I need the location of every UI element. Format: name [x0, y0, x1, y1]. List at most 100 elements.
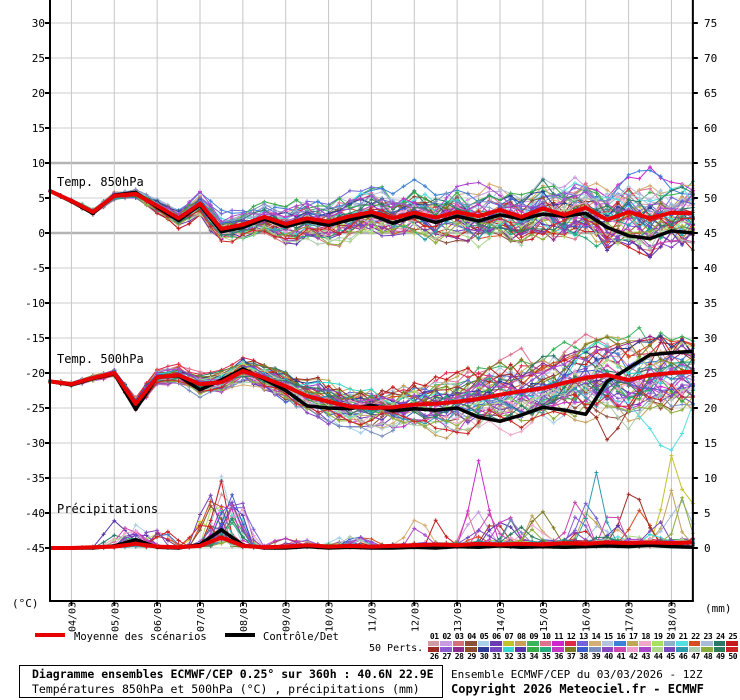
mean-line-850 — [49, 189, 693, 231]
pert-number: 22 — [691, 632, 700, 641]
pert-color-swatch — [676, 641, 688, 646]
pert-color-swatch — [465, 647, 477, 652]
pert-number: 44 — [653, 652, 663, 661]
ensemble-chart: 302520151050-5-10-15-20-25-30-35-40-4575… — [12, 0, 732, 632]
panel-label-500: Temp. 500hPa — [57, 352, 144, 366]
pert-color-swatch — [527, 647, 539, 652]
left-tick-label: -40 — [25, 507, 45, 520]
pert-number: 36 — [554, 652, 563, 661]
pert-color-swatch — [577, 647, 589, 652]
footer-run-block: Ensemble ECMWF/CEP du 03/03/2026 - 12Z C… — [451, 668, 704, 697]
pert-color-swatch — [688, 641, 701, 646]
mean-line-label: Moyenne des scénarios — [74, 631, 207, 643]
right-tick-label: 60 — [704, 122, 717, 135]
control-line-label: Contrôle/Det — [263, 631, 339, 643]
axes-and-ticks — [45, 0, 698, 606]
footer-run-info: Ensemble ECMWF/CEP du 03/03/2026 - 12Z — [451, 668, 703, 681]
pert-color-swatch — [713, 647, 726, 652]
pert-color-swatch — [477, 641, 490, 646]
pert-color-swatch — [539, 641, 552, 646]
pert-color-swatch — [664, 641, 676, 646]
pert-number: 01 — [429, 632, 439, 641]
pert-number: 47 — [691, 652, 700, 661]
pert-number: 38 — [579, 652, 588, 661]
pert-number: 04 — [467, 632, 476, 641]
pert-color-swatch — [639, 647, 651, 652]
pert-color-swatch — [651, 641, 663, 646]
pert-color-swatch — [452, 647, 465, 652]
pert-number: 32 — [504, 652, 514, 661]
left-tick-label: -20 — [25, 367, 45, 380]
pert-number: 10 — [541, 632, 551, 641]
pert-color-swatch — [589, 647, 601, 652]
right-tick-label: 65 — [704, 87, 717, 100]
pert-color-swatch — [726, 641, 738, 646]
vertical-gridlines — [70, 0, 672, 601]
pert-number: 29 — [467, 652, 476, 661]
pert-number: 48 — [703, 652, 713, 661]
right-axis-unit: (mm) — [705, 602, 732, 615]
mean-line-500 — [49, 368, 694, 410]
pert-color-swatch — [502, 641, 514, 646]
pert-number: 46 — [678, 652, 688, 661]
pert-color-swatch — [527, 641, 539, 646]
pert-color-swatch — [726, 647, 738, 652]
right-tick-label: 35 — [704, 297, 717, 310]
date-label: 09/03 — [282, 602, 293, 632]
pert-color-swatch — [688, 647, 701, 652]
pert-color-swatch — [428, 641, 440, 646]
pert-number: 31 — [492, 652, 501, 661]
pert-number: 13 — [579, 632, 588, 641]
pert-number: 16 — [616, 632, 626, 641]
right-tick-label: 25 — [704, 367, 717, 380]
right-tick-label: 15 — [704, 437, 717, 450]
date-label: 08/03 — [239, 602, 250, 632]
pert-number: 30 — [479, 652, 489, 661]
pert-number: 08 — [516, 632, 526, 641]
pert-number: 35 — [541, 652, 551, 661]
date-label: 07/03 — [196, 602, 207, 632]
pert-color-swatch — [440, 647, 452, 652]
pert-color-swatch — [564, 641, 577, 646]
date-label: 18/03 — [667, 602, 678, 632]
pert-number: 18 — [641, 632, 650, 641]
pert-number: 05 — [479, 632, 489, 641]
pert-color-swatch — [614, 641, 626, 646]
left-tick-label: 15 — [32, 122, 45, 135]
pert-number: 45 — [666, 652, 675, 661]
axis-tick-labels: 302520151050-5-10-15-20-25-30-35-40-4575… — [25, 17, 717, 632]
left-tick-label: -35 — [25, 472, 45, 485]
pert-color-swatch — [701, 647, 713, 652]
date-label: 16/03 — [582, 602, 593, 632]
left-axis-unit: (°C) — [12, 597, 39, 610]
pert-color-swatch — [564, 647, 577, 652]
pert-number: 12 — [566, 632, 576, 641]
date-label: 14/03 — [496, 602, 507, 632]
left-tick-label: -5 — [32, 262, 45, 275]
pert-color-swatch — [428, 647, 440, 652]
pert-number: 09 — [529, 632, 539, 641]
pert-number: 15 — [604, 632, 613, 641]
pert-number: 19 — [653, 632, 663, 641]
pert-number: 49 — [715, 652, 725, 661]
left-tick-label: -30 — [25, 437, 45, 450]
date-label: 13/03 — [453, 602, 464, 632]
left-tick-label: 5 — [38, 192, 45, 205]
pert-color-swatch — [589, 641, 601, 646]
pert-number: 28 — [454, 652, 464, 661]
pert-color-swatch — [626, 647, 639, 652]
right-tick-label: 50 — [704, 192, 717, 205]
pert-number: 27 — [442, 652, 451, 661]
perturbations-legend: 01 02 03 04 05 06 07 08 09 10 11 12 13 14 15 16 17 18 19 20… — [428, 633, 740, 661]
pert-color-swatch — [601, 641, 614, 646]
footer-info-box: Diagramme ensembles ECMWF/CEP 0.25° sur … — [19, 665, 443, 698]
date-label: 06/03 — [153, 602, 164, 632]
pert-number: 07 — [504, 632, 514, 641]
pert-number: 21 — [678, 632, 688, 641]
date-label: 12/03 — [410, 602, 421, 632]
left-tick-label: 20 — [32, 87, 45, 100]
pert-color-swatch — [452, 641, 465, 646]
pert-color-swatch — [502, 647, 514, 652]
pert-number: 39 — [591, 652, 601, 661]
pert-color-swatch — [614, 647, 626, 652]
